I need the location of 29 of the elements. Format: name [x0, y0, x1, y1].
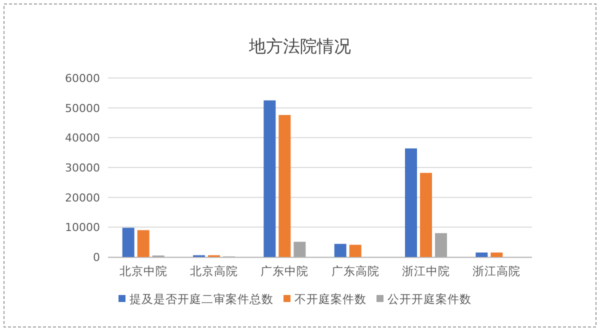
x-tick-label: 北京高院: [190, 264, 238, 278]
bar: [278, 114, 291, 257]
legend-label: 提及是否开庭二审案件总数: [130, 292, 274, 306]
y-tick-label: 0: [93, 251, 100, 264]
bar: [334, 244, 346, 257]
bar: [490, 252, 503, 257]
bar: [122, 228, 134, 257]
bar: [137, 230, 150, 257]
x-tick-label: 北京中院: [119, 264, 168, 278]
bar: [264, 100, 276, 257]
x-tick-label: 广东中院: [260, 264, 309, 278]
y-tick-label: 50000: [65, 102, 100, 115]
bar: [405, 148, 417, 257]
y-tick-label: 40000: [65, 132, 100, 145]
legend-label: 公开开庭案件数: [388, 292, 472, 306]
y-tick-label: 30000: [65, 162, 100, 174]
bar: [294, 242, 306, 257]
y-tick-label: 60000: [65, 72, 100, 85]
x-tick-label: 浙江高院: [472, 264, 521, 278]
x-tick-label: 广东高院: [331, 264, 380, 278]
y-tick-label: 20000: [65, 191, 100, 204]
bar: [349, 244, 362, 257]
bar: [420, 172, 432, 257]
y-tick-label: 10000: [65, 221, 100, 234]
legend-label: 不开庭案件数: [294, 292, 366, 306]
x-tick-label: 浙江中院: [402, 264, 450, 278]
bar: [435, 233, 447, 257]
bar: [476, 252, 488, 257]
chart-title: 地方法院情况: [248, 37, 351, 57]
